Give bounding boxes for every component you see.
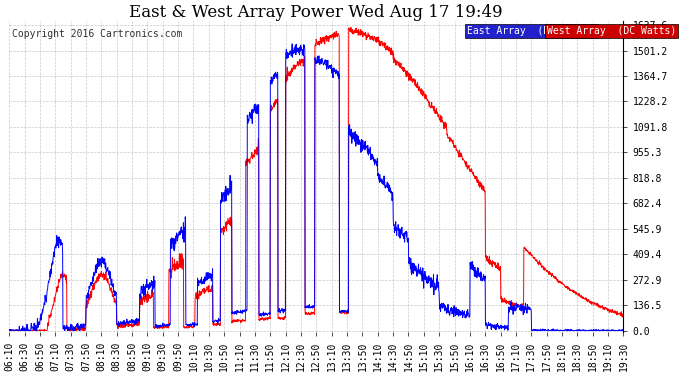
Text: Copyright 2016 Cartronics.com: Copyright 2016 Cartronics.com [12, 29, 183, 39]
Text: West Array  (DC Watts): West Array (DC Watts) [546, 26, 676, 36]
Text: East Array  (DC Watts): East Array (DC Watts) [467, 26, 596, 36]
Title: East & West Array Power Wed Aug 17 19:49: East & West Array Power Wed Aug 17 19:49 [130, 4, 503, 21]
